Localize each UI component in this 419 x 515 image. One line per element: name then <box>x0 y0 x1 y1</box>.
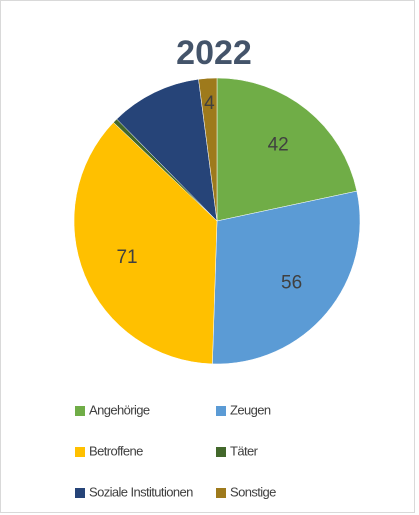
legend-swatch <box>216 488 226 498</box>
data-label: 42 <box>268 134 289 155</box>
pie-slice <box>73 122 218 365</box>
legend-swatch <box>216 447 226 457</box>
legend-swatch <box>75 406 85 416</box>
pie-slice <box>198 77 218 222</box>
pie-slice <box>212 190 361 365</box>
legend-label: Zeugen <box>230 402 271 417</box>
legend-swatch <box>75 488 85 498</box>
pie-slice <box>116 78 218 222</box>
legend-swatch <box>75 447 85 457</box>
legend-label: Soziale Institutionen <box>89 484 193 499</box>
legend-label: Betroffene <box>89 443 143 458</box>
legend-label: Täter <box>230 443 259 458</box>
chart-title: 2022 <box>176 34 252 72</box>
data-label: 56 <box>281 272 302 293</box>
legend-swatch <box>216 406 226 416</box>
legend-label: Sonstige <box>230 484 276 499</box>
pie-slice <box>216 77 358 222</box>
data-label: 71 <box>116 247 137 268</box>
data-label: 4 <box>204 93 215 114</box>
legend-label: Angehörige <box>89 402 150 417</box>
